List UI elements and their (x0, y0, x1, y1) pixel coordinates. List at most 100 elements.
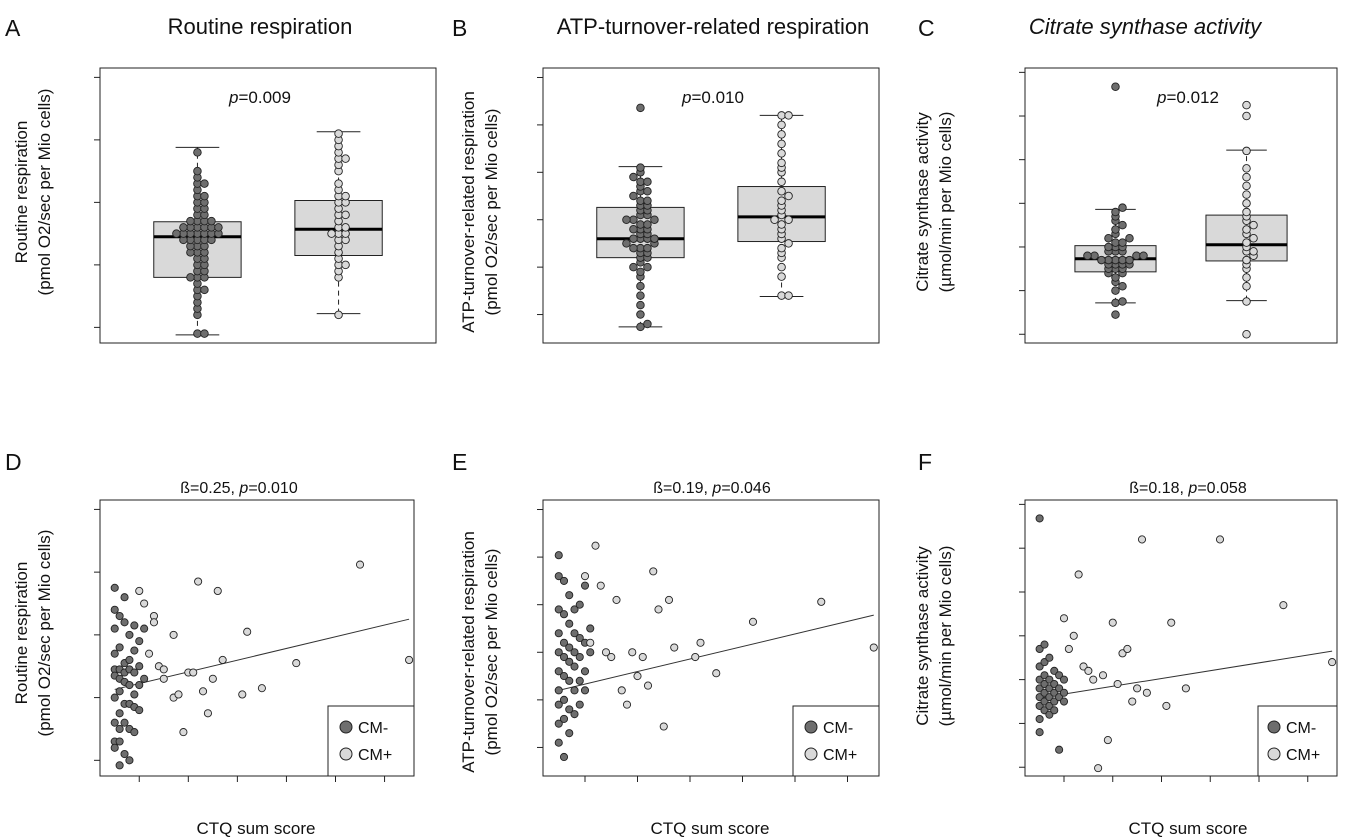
panel-b-cm-plus-point (770, 215, 779, 224)
panel-b-cm-minus-point (643, 319, 652, 329)
panel-e-cm-minus-point (565, 657, 574, 666)
panel-b-cm-plus-point (777, 220, 786, 229)
panel-b-cm-minus-point (643, 220, 652, 229)
panel-d-cm-minus-point (125, 756, 134, 765)
panel-d-annotation-p: p (238, 480, 248, 497)
panel-d-cm-minus-point (120, 749, 129, 759)
panel-e-cm-minus-point (575, 600, 584, 609)
panel-d-cm-plus-point (159, 674, 168, 683)
panel-a-cm-minus-point (193, 329, 202, 338)
panel-a-annotation: p=0.009 (228, 88, 291, 107)
panel-e-cm-plus-point (586, 638, 595, 647)
panel-e-cm-plus-point (607, 652, 616, 662)
panel-c-cm-plus-point (1242, 199, 1251, 208)
panel-c-cm-minus-point (1104, 233, 1113, 243)
panel-d-cm-minus-point (120, 593, 129, 602)
panel-e-cm-plus-point (617, 686, 626, 695)
panel-e-y-axis (537, 509, 543, 748)
panel-d-cm-plus-point (159, 665, 168, 674)
panel-d-cm-minus-point (110, 583, 119, 592)
panel-b-cm-plus-point (777, 130, 786, 139)
panel-c-cm-plus-point (1242, 297, 1251, 306)
panel-f-cm-minus-point (1035, 728, 1044, 737)
panel-c-cm-minus-point (1111, 273, 1120, 282)
panel-c-cm-plus-point (1242, 111, 1251, 121)
panel-c-cm-minus-point (1111, 238, 1120, 247)
panel-a-ylabel-line1: Routine respiration (12, 121, 31, 264)
panel-e-regression-line (558, 614, 874, 691)
panel-a-cm-minus-point (214, 223, 223, 232)
panel-f-legend-marker-cm-plus (1267, 747, 1281, 761)
panel-c-cm-minus-point (1118, 238, 1127, 247)
panel-e-cm-plus-point (712, 669, 721, 678)
panel-d-cm-plus-point (208, 674, 217, 683)
panel-f-legend-label-cm-plus: CM+ (1286, 747, 1320, 764)
panel-b-cm-plus-point (777, 187, 786, 196)
panel-f-cm-plus-point (1181, 684, 1190, 693)
panel-b-annotation-value: =0.010 (691, 88, 743, 107)
panel-f-cm-plus-point (1089, 675, 1098, 684)
panel-f-cm-plus-point (1167, 618, 1176, 627)
panel-e-cm-plus-point (691, 652, 700, 662)
panel-d-xlabel: CTQ sum score (196, 819, 315, 838)
panel-a-annotation-value: =0.009 (238, 88, 290, 107)
panel-d-legend-marker-cm-minus (339, 720, 353, 734)
panel-b-cm-minus-point (650, 234, 659, 243)
panel-e-cm-minus-point (586, 648, 595, 657)
panel-b-cm-minus-point (636, 103, 645, 113)
panel-b-cm-minus-point (629, 172, 638, 182)
panel-c-cm-plus-point (1242, 207, 1251, 217)
panel-e-cm-plus-point (649, 567, 658, 576)
panel-b-cm-minus-point (636, 310, 645, 319)
panel-c-cm-plus-point (1242, 273, 1251, 282)
panel-f-xlabel: CTQ sum score (1128, 819, 1247, 838)
panel-d-cm-minus-point (110, 743, 119, 752)
panel-f-ylabel-line2: (µmol/min per Mio cells) (936, 546, 955, 727)
panel-b-ylabel-line2: (pmol O2/sec per Mio cells) (482, 109, 501, 316)
panel-label-a: A (5, 15, 21, 41)
panel-c-cm-plus-point (1242, 330, 1251, 339)
panel-e-frame (542, 499, 880, 777)
panel-b-boxplot (596, 103, 826, 332)
panel-c-cm-minus-point (1104, 242, 1113, 252)
panel-d-cm-minus-point (135, 680, 144, 690)
panel-d-cm-plus-point (169, 630, 178, 639)
panel-b-cm-minus-point (650, 215, 659, 224)
panel-c-cm-minus-point (1111, 298, 1120, 308)
panel-e-cm-plus-point (817, 597, 826, 606)
panel-e-cm-minus-point (554, 719, 563, 728)
panel-b-cm-plus-point (784, 239, 793, 248)
panel-d-cm-minus-point (130, 728, 139, 737)
panel-label-e: E (452, 449, 467, 475)
panel-d-cm-plus-point (179, 728, 188, 737)
panel-b-cm-plus-point (784, 215, 793, 224)
panel-e-cm-plus-point (622, 700, 632, 709)
panel-b-cm-minus-point (629, 215, 638, 224)
panel-f-cm-minus-point (1059, 697, 1069, 706)
panel-e-cm-plus-point (748, 617, 758, 626)
panel-f-cm-plus-point (1162, 701, 1171, 710)
panel-e-legend-marker-cm-minus (804, 720, 818, 734)
panel-e-x-axis (584, 776, 848, 782)
panel-c-cm-minus-point (1118, 282, 1127, 291)
panel-e-cm-plus-point (612, 595, 621, 604)
panel-b-cm-minus-point (629, 243, 638, 253)
panel-e-cm-minus-point (565, 619, 574, 628)
panel-label-f: F (918, 449, 932, 475)
panel-e-cm-minus-point (554, 738, 563, 747)
panel-d-annotation: ß=0.25, p=0.010 (180, 480, 298, 497)
panel-a: A Routine respiration Routine respiratio… (5, 14, 437, 344)
panel-c-cm-minus-point (1118, 220, 1127, 230)
panel-e-annotation-beta: ß=0.19, (653, 480, 712, 497)
panel-e-cm-minus-point (570, 662, 579, 671)
panel-e-cm-minus-point (580, 686, 590, 695)
panel-d-cm-plus-point (198, 687, 208, 696)
panel-c-cm-plus-point (1249, 247, 1258, 256)
panel-d-legend-box (327, 705, 415, 777)
panel-e-cm-minus-point (554, 605, 563, 614)
panel-d-cm-plus-point (194, 577, 203, 586)
panel-c-annotation-p: p (1156, 88, 1166, 107)
panel-d-cm-minus-point (125, 680, 134, 690)
panel-c-cm-plus-point (1242, 164, 1251, 173)
